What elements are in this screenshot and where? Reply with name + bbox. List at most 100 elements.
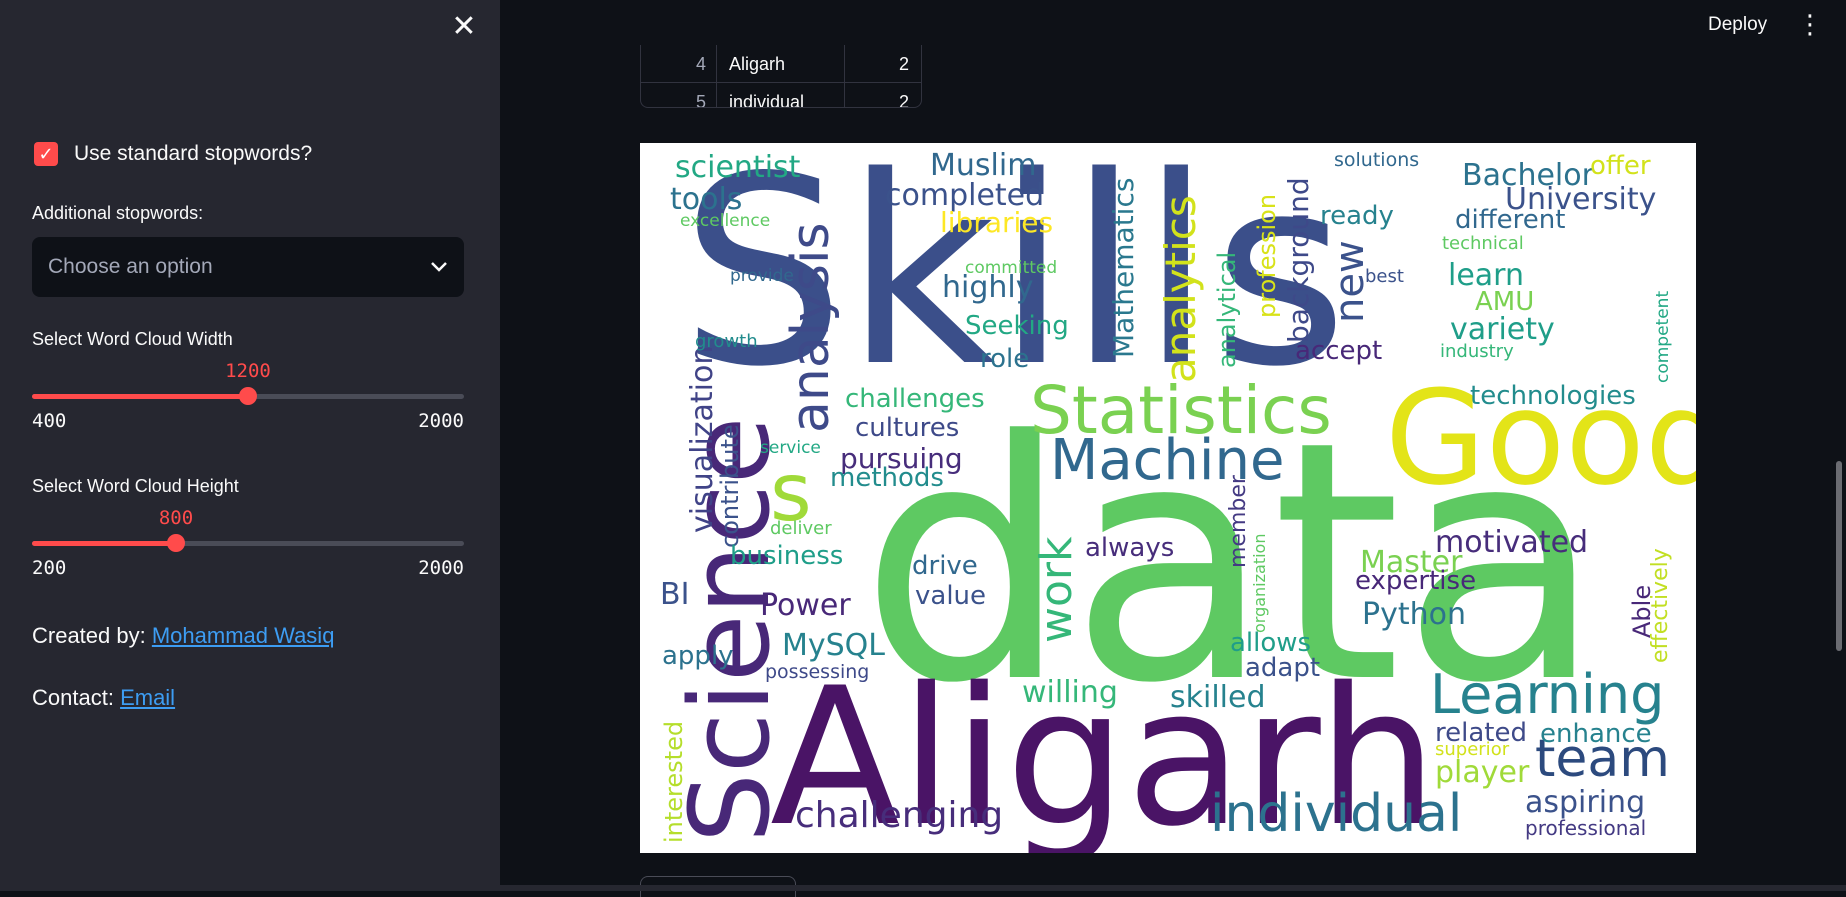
row-index: 4 [641,45,717,83]
word-cloud-word: challenging [795,795,1004,836]
width-slider-label: Select Word Cloud Width [32,329,233,349]
word-cloud-word: AMU [1475,287,1535,317]
row-word: individual [717,83,845,107]
height-slider-value: 800 [158,507,194,529]
stopwords-checkbox[interactable]: ✓ [34,142,58,166]
word-cloud-word: variety [1450,312,1555,347]
row-word: Aligarh [717,45,845,83]
row-count: 2 [898,54,909,74]
word-frequency-table[interactable]: 4 Aligarh 2 5 individual 2 [640,45,922,108]
width-slider-thumb[interactable] [239,387,257,405]
word-cloud-word: contribute [716,424,744,548]
word-cloud-word: adapt [1245,653,1321,683]
word-cloud-word: role [980,344,1030,374]
word-cloud-word: Mathematics [1107,177,1140,358]
height-slider-thumb[interactable] [167,534,185,552]
word-cloud-word: analytical [1213,251,1241,368]
row-count: 2 [898,92,909,108]
word-cloud-word: Machine [1050,428,1285,493]
author-link[interactable]: Mohammad Wasiq [151,623,335,648]
bottom-strip [0,885,1846,891]
created-by: Created by: Mohammad Wasiq [32,623,334,649]
word-cloud-word: related [1435,718,1527,748]
main-scrollbar[interactable] [1836,461,1842,651]
width-slider-track[interactable] [32,387,464,405]
main-menu-button[interactable]: ⋮ [1797,8,1823,42]
word-cloud-word: individual [1210,784,1463,844]
word-cloud-word: interested [660,720,688,843]
word-cloud-word: industry [1440,341,1514,362]
word-cloud-word: technologies [1470,381,1636,411]
word-cloud-word: best [1365,266,1404,287]
word-cloud-word: visualization [685,345,720,533]
word-cloud-word: BI [660,577,690,612]
word-cloud-word: s [770,446,812,539]
word-cloud-word: methods [830,463,944,493]
word-cloud-word: Seeking [965,311,1069,341]
additional-stopwords-select[interactable]: Choose an option [32,237,464,297]
row-index: 5 [641,83,717,107]
stopwords-checkbox-row[interactable]: ✓ Use standard stopwords? [34,142,312,166]
word-cloud-word: new [1327,240,1373,323]
word-cloud-word: apply [662,641,734,671]
word-cloud-word: work [1031,536,1082,643]
word-cloud-word: business [730,541,844,571]
width-slider-min: 400 [32,410,67,432]
sidebar: ✕ ✓ Use standard stopwords? Additional s… [0,0,500,885]
word-cloud-word: team [1535,729,1670,789]
word-cloud-word: University [1505,182,1657,217]
word-cloud-word: cultures [855,413,960,443]
deploy-button[interactable]: Deploy [1708,14,1768,35]
width-slider[interactable]: 1200 400 2000 [32,360,464,440]
word-cloud-word: competent [1653,290,1673,383]
height-slider-min: 200 [32,557,67,579]
word-cloud-word: value [915,581,987,611]
word-cloud-word: Python [1362,597,1466,632]
word-cloud-word: enhance [1540,719,1652,749]
word-cloud-word: learn [1448,258,1524,293]
height-slider-label: Select Word Cloud Height [32,476,239,496]
word-cloud-word: accept [1295,336,1383,366]
height-slider-track[interactable] [32,534,464,552]
chevron-down-icon [430,258,448,277]
word-cloud-word: Muslim [930,148,1037,183]
width-slider-max: 2000 [418,410,464,432]
word-cloud-word: tools [670,182,743,217]
word-cloud-word: background [1282,177,1315,343]
height-slider-fill [32,541,176,546]
word-cloud-word: analytics [1156,195,1205,383]
word-cloud-word: excellence [680,211,771,231]
close-sidebar-button[interactable]: ✕ [449,12,479,42]
word-cloud-word: data [860,371,1604,755]
word-cloud-word: libraries [940,206,1054,239]
word-cloud-word: service [760,438,821,458]
height-slider-max: 2000 [418,557,464,579]
word-cloud-word: completed [885,178,1045,213]
email-link[interactable]: Email [120,685,176,710]
word-cloud-word: provide [730,266,794,286]
width-slider-fill [32,394,248,399]
word-cloud-word: MySQL [782,628,886,663]
created-by-label: Created by: [32,623,146,648]
word-cloud-word: organization [1250,533,1269,633]
table-row: 4 Aligarh 2 [641,45,921,83]
word-cloud-word: highly [942,270,1034,305]
word-cloud-image: Skills data Aligarh Good Science Statistics Ma… [640,143,1696,853]
word-cloud-word: aspiring [1525,785,1646,820]
word-cloud-word: motivated [1435,525,1589,560]
word-cloud-word: pursuing [840,442,963,475]
word-cloud-word: willing [1022,675,1118,710]
word-cloud-word: solutions [1334,149,1420,171]
width-slider-value: 1200 [225,360,271,382]
word-cloud-word: Statistics [1030,372,1332,449]
word-cloud-word: different [1455,205,1566,235]
additional-stopwords-label: Additional stopwords: [32,203,204,223]
word-cloud-word: allows [1230,628,1312,658]
word-cloud-word: technical [1442,233,1524,254]
height-slider[interactable]: 800 200 2000 [32,507,464,587]
word-cloud-word: growth [695,331,758,352]
vertical-ellipsis-icon: ⋮ [1797,10,1823,40]
table-row: 5 individual 2 [641,82,921,108]
word-cloud-word: professional [1525,816,1647,840]
word-cloud-word: Learning [1430,663,1665,726]
